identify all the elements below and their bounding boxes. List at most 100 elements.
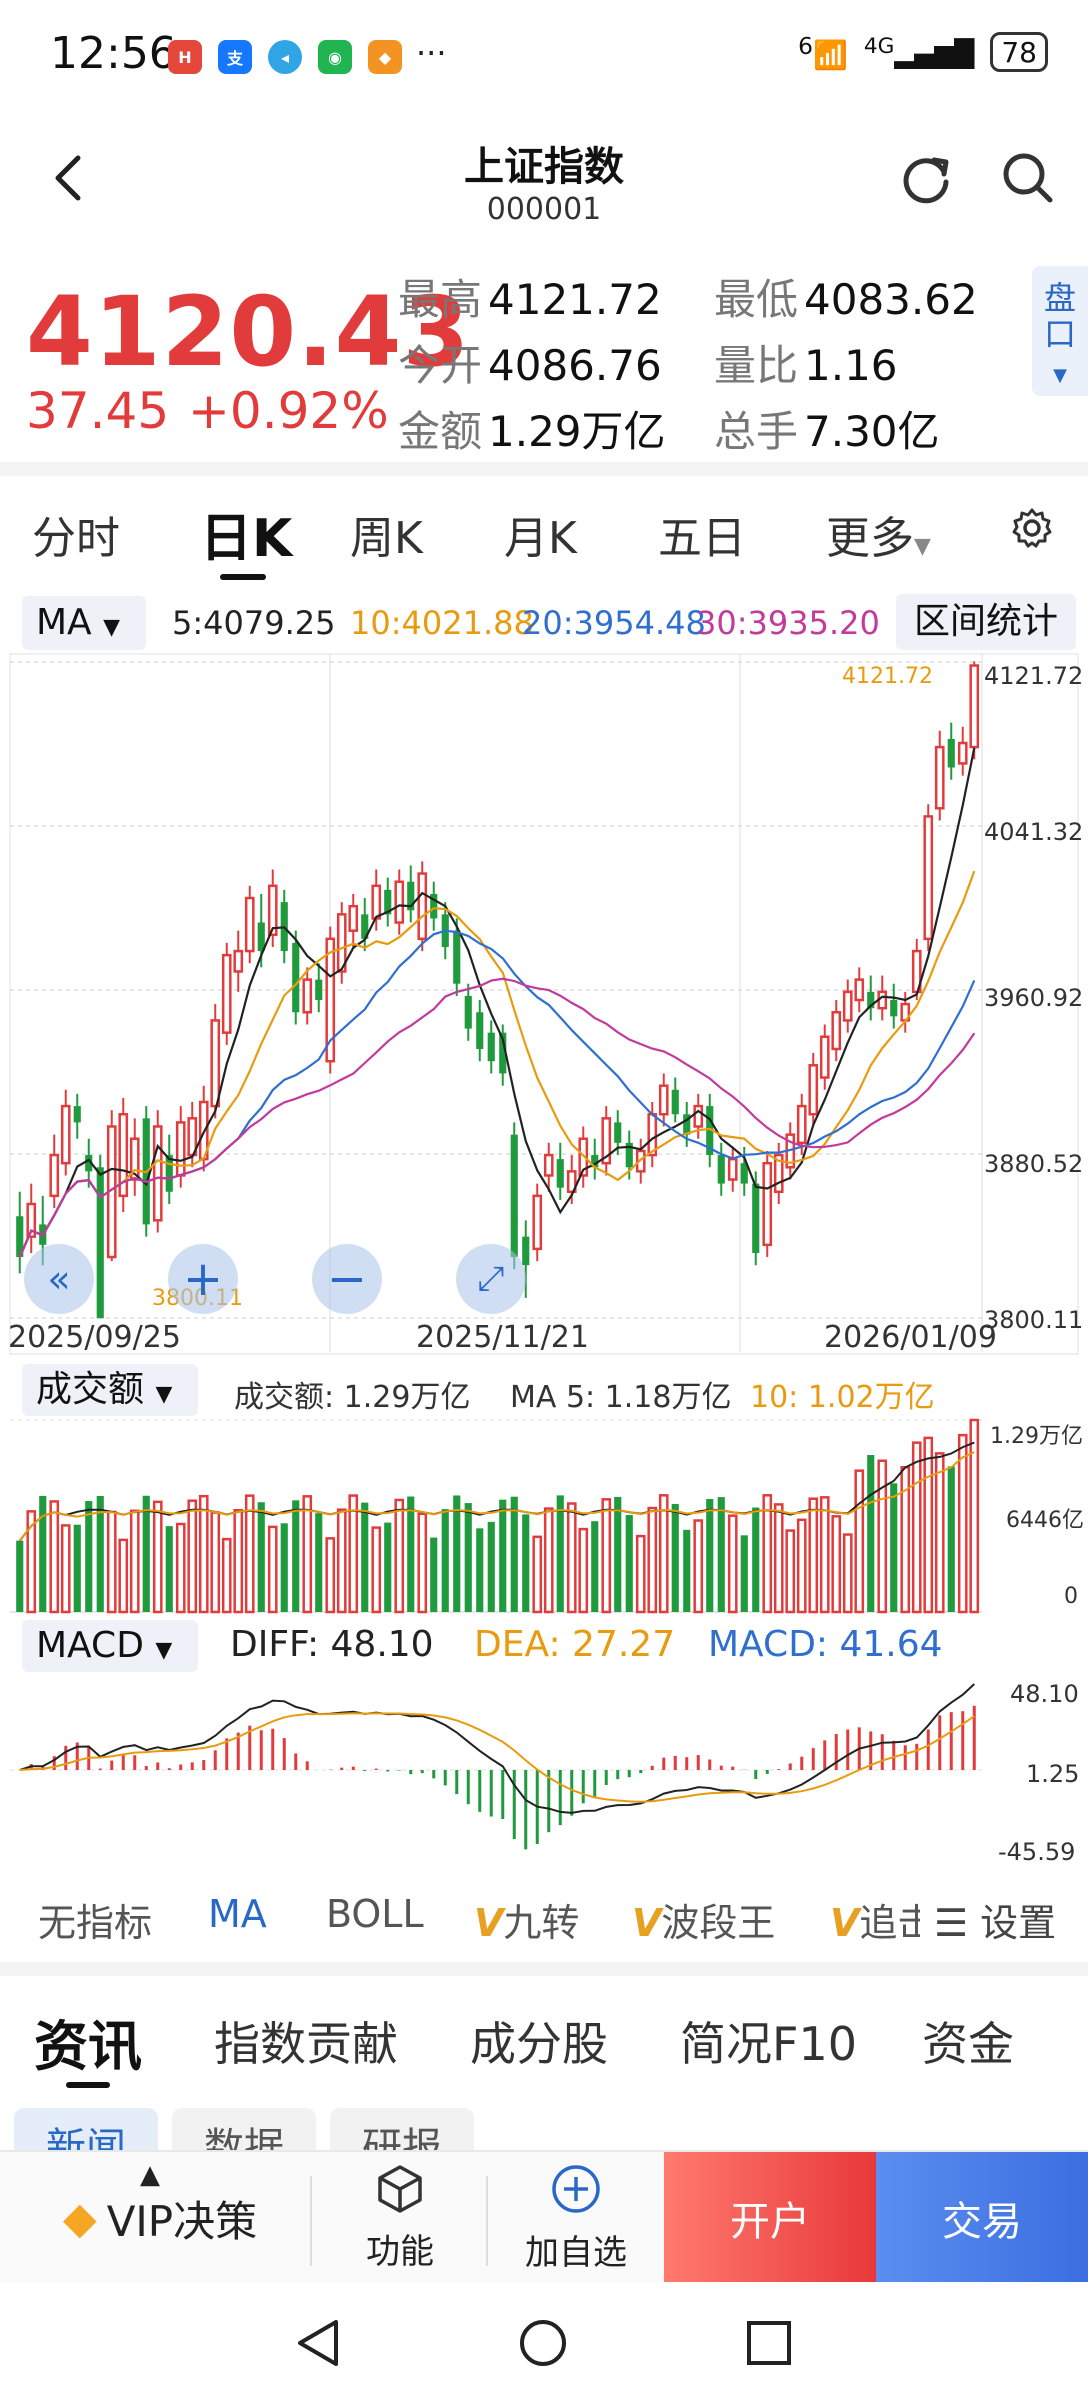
volume-bar-up (26, 1510, 37, 1614)
volume-bar-up (762, 1494, 773, 1614)
ma-indicator-select[interactable]: MA ▼ (22, 596, 146, 650)
indicator-jiuzhuan[interactable]: V九转 (474, 1901, 580, 1945)
tab-more[interactable]: 更多▼ (826, 513, 931, 564)
nav-recents-icon[interactable] (746, 2320, 792, 2370)
volume-bar-down (522, 1514, 530, 1612)
volume-bar-down (96, 1496, 104, 1612)
volume-ma10: 10: 1.02万亿 (750, 1380, 935, 1415)
huawei-app-icon: H (168, 40, 202, 74)
volume-indicator-select[interactable]: 成交额 ▼ (22, 1364, 198, 1416)
volume-bar-up (302, 1495, 313, 1614)
tab-five-day[interactable]: 五日 (658, 513, 746, 564)
volume-bar-up (210, 1511, 221, 1614)
volume-bar-down (257, 1502, 265, 1612)
candle-body-down (16, 1216, 24, 1258)
volume-bar-up (854, 1469, 865, 1614)
volume-bar-up (198, 1494, 209, 1614)
tab-daily-k[interactable]: 日K (200, 509, 293, 569)
ma10-line (18, 870, 976, 1258)
volume-bar-down (683, 1529, 691, 1612)
candle-body-down (947, 738, 955, 768)
candle-body-up (417, 872, 428, 941)
kline-xtick: 2026/01/09 (824, 1320, 997, 1355)
settings-gear-icon[interactable] (1010, 506, 1054, 554)
volume-bar-up (796, 1518, 807, 1614)
candle-body-down (96, 1167, 104, 1319)
misc-app-icon: ◆ (368, 40, 402, 74)
volume-bar-down (476, 1528, 484, 1612)
candle-body-down (464, 995, 472, 1029)
bottom-action-bar: ▲ ◆ VIP决策 功能 加自选 开户 交易 (0, 2150, 1088, 2284)
volume-bar-down (441, 1509, 449, 1612)
tab-funds[interactable]: 资金 (922, 2017, 1014, 2071)
stat-low: 最低 4083.62 (714, 275, 978, 324)
vip-decision-button[interactable]: ◆ VIP决策 (62, 2192, 258, 2246)
zoom-in-icon[interactable]: + (168, 1244, 238, 1314)
volume-bar-up (187, 1499, 198, 1614)
candle-body-up (302, 978, 313, 1014)
macd-diff-line (19, 1683, 975, 1814)
volume-bar-down (591, 1521, 599, 1612)
kline-ytick: 3800.11 (984, 1306, 1084, 1334)
indicator-boduanwang[interactable]: V波段王 (632, 1901, 776, 1945)
candle-body-down (683, 1114, 691, 1135)
volume-bar-up (693, 1519, 704, 1614)
fullscreen-icon[interactable]: ⤢ (456, 1244, 526, 1314)
candle-body-down (384, 889, 392, 915)
tab-intraday[interactable]: 分时 (32, 513, 120, 564)
ma10-value: 10:4021.88 (350, 604, 534, 642)
search-icon[interactable] (998, 148, 1058, 208)
expand-up-icon[interactable]: ▲ (140, 2160, 160, 2190)
trade-button[interactable]: 交易 (876, 2152, 1088, 2284)
volume-bar-up (658, 1494, 669, 1614)
kline-chart[interactable] (0, 0, 1088, 1880)
tab-active-indicator (220, 574, 266, 580)
indicator-boll[interactable]: BOLL (326, 1892, 424, 1936)
tab-news-info[interactable]: 资讯 (34, 2015, 142, 2078)
add-watchlist-button[interactable]: 加自选 (506, 2152, 646, 2284)
volume-bar-up (911, 1441, 922, 1614)
volume-bar-up (348, 1494, 359, 1614)
candle-body-down (522, 1236, 530, 1266)
candle-body-down (430, 893, 438, 919)
zoom-out-icon[interactable]: − (312, 1244, 382, 1314)
tab-monthly-k[interactable]: 月K (504, 513, 577, 564)
volume-bar-up (578, 1527, 589, 1614)
function-button[interactable]: 功能 (330, 2152, 470, 2284)
indicator-ma[interactable]: MA (208, 1892, 267, 1936)
tab-index-contribution[interactable]: 指数贡献 (214, 2017, 398, 2071)
candle-body-down (499, 1032, 507, 1074)
candle-body-up (325, 937, 336, 1063)
macd-indicator-select[interactable]: MACD ▼ (22, 1620, 198, 1672)
indicator-settings[interactable]: ☰ 设置 (934, 1901, 1057, 1945)
range-stats-button[interactable]: 区间统计 (896, 594, 1076, 650)
candle-body-up (267, 884, 278, 937)
volume-bar-down (39, 1495, 47, 1612)
nav-home-icon[interactable] (518, 2318, 568, 2372)
ma20-value: 20:3954.48 (522, 604, 706, 642)
volume-bar-up (417, 1512, 428, 1614)
order-book-toggle[interactable]: 盘口 ▼ (1032, 266, 1088, 396)
stat-high: 最高 4121.72 (398, 275, 662, 324)
indicator-none[interactable]: 无指标 (38, 1901, 153, 1945)
candle-body-up (566, 1170, 577, 1194)
candle-body-down (752, 1183, 760, 1253)
volume-bar-down (361, 1502, 369, 1612)
scroll-left-icon[interactable]: « (24, 1244, 94, 1314)
nav-back-icon[interactable] (294, 2318, 342, 2372)
tab-constituents[interactable]: 成分股 (470, 2017, 608, 2071)
volume-bar-up (325, 1537, 336, 1614)
volume-bar-down (717, 1497, 725, 1612)
candle-body-down (614, 1122, 622, 1143)
candle-body-up (773, 1153, 784, 1194)
open-account-button[interactable]: 开户 (664, 2152, 876, 2284)
candle-body-down (671, 1089, 679, 1115)
volume-legend-row: 成交额 ▼ 成交额: 1.29万亿 MA 5: 1.18万亿 10: 1.02万… (0, 1360, 1088, 1420)
refresh-icon[interactable] (896, 148, 956, 208)
back-icon[interactable] (50, 150, 86, 220)
volume-bar-up (842, 1533, 853, 1614)
indicator-zhuiji[interactable]: V追击 (830, 1901, 920, 1945)
candle-body-down (867, 991, 875, 1009)
tab-weekly-k[interactable]: 周K (350, 513, 423, 564)
tab-f10[interactable]: 简况F10 (680, 2017, 857, 2071)
